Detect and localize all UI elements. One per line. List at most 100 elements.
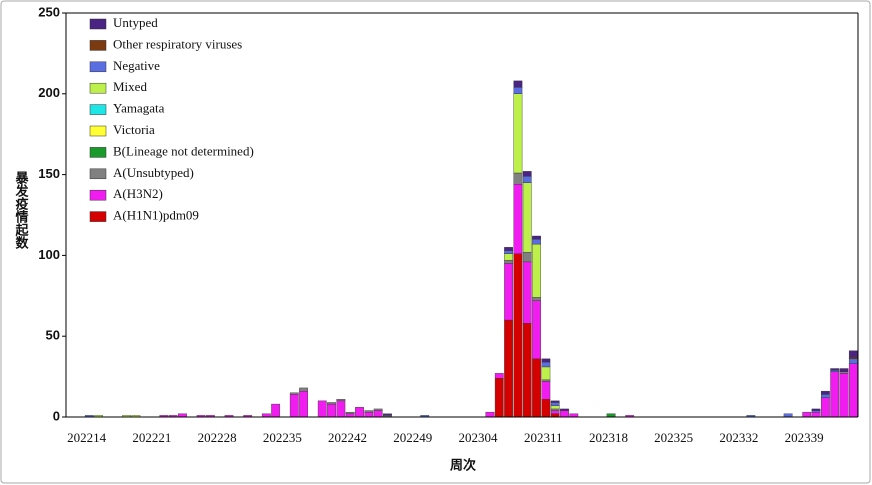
legend-label: Untyped [113,15,158,30]
bar-segment [830,368,840,371]
x-tick-label: 202318 [589,430,628,445]
bar-segment [504,250,513,254]
bar-segment [532,243,541,298]
bar-segment [494,373,504,379]
bar-segment [839,373,849,418]
legend-label: B(Lineage not determined) [113,143,254,158]
legend-label: A(H1N1)pdm09 [113,208,199,223]
bar-segment [327,402,336,405]
bar-segment [504,263,513,321]
y-tick-label: 200 [38,85,60,100]
bar-segment [839,371,849,374]
bar-segment [848,350,858,358]
bar-segment [513,87,523,94]
bar-segment [373,410,383,418]
legend-swatch [89,125,107,137]
legend-swatch [89,40,107,51]
bar-segment [550,405,560,410]
bar-segment [522,182,532,253]
legend-swatch [89,168,107,180]
bar-segment [541,361,551,368]
bar-segment [327,403,336,418]
x-tick-label: 202242 [328,430,367,445]
bar-segment [494,378,504,418]
legend-swatch [89,61,107,73]
x-tick-label: 202311 [524,430,563,445]
x-tick-label: 202304 [459,430,499,445]
bar-segment [848,363,858,418]
bar-segment [522,171,532,177]
bar-segment [550,410,560,414]
bar-segment [513,172,523,185]
bar-segment [532,239,541,245]
bar-segment [513,80,523,88]
bar-segment [289,392,299,395]
y-axis-title: 暴发疫情起数 [13,171,30,250]
bar-segment [550,408,560,411]
legend-label: A(H3N2) [113,186,163,201]
x-tick-label: 202249 [393,430,432,445]
bar-segment [560,408,569,411]
bar-segment [317,400,327,418]
bar-segment [820,390,830,395]
bar-segment [820,397,830,418]
legend-swatch [89,104,107,115]
x-tick-label: 202332 [719,430,758,445]
bar-segment [373,408,383,411]
bar-segment [830,369,840,372]
bar-segment [830,371,840,418]
bar-segment [504,260,513,264]
legend-swatch [89,189,107,201]
legend-swatch [89,18,107,30]
x-tick-label: 202325 [654,430,693,445]
bar-segment [532,235,541,240]
bar-segment [802,411,812,418]
bar-segment [848,358,858,364]
bar-segment [504,253,513,261]
bar-segment [541,381,551,400]
bar-segment [271,403,281,418]
x-tick-label: 202221 [132,430,171,445]
legend-label: Negative [113,58,160,73]
bar-segment [513,253,523,418]
bar-segment [541,358,551,363]
bar-segment [811,408,821,411]
bar-segment [513,93,523,174]
x-tick-label: 202214 [67,430,107,445]
x-tick-label: 202228 [198,430,237,445]
legend-swatch [89,82,107,94]
x-tick-label: 202339 [785,430,824,445]
legend-label: Victoria [113,122,155,137]
bar-segment [513,184,523,254]
bar-segment [532,300,541,360]
bar-segment [364,410,374,413]
bar-segment [299,387,308,392]
bar-segment [550,402,560,406]
legend-swatch [89,147,107,158]
bar-segment [550,400,560,403]
bar-segment [541,399,551,418]
legend-label: A(Unsubtyped) [113,165,194,180]
bar-segment [336,400,346,418]
bar-segment [532,297,541,301]
y-tick-label: 0 [53,408,60,423]
bar-segment [560,410,569,418]
bar-segment [811,411,821,418]
bar-segment [345,411,355,414]
bar-segment [504,247,513,251]
y-tick-label: 50 [46,328,60,343]
bar-segment [364,411,374,418]
bar-segment [532,358,541,418]
bar-segment [522,176,532,183]
bar-segment [299,390,308,418]
bar-segment [289,394,299,418]
bar-segment [522,261,532,324]
bar-segment [839,368,849,372]
y-tick-label: 250 [38,4,60,19]
x-tick-label: 202235 [263,430,302,445]
y-tick-label: 100 [38,247,60,262]
bar-segment [541,379,551,382]
bar-segment [820,394,830,398]
